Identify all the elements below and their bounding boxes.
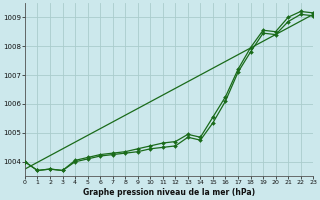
X-axis label: Graphe pression niveau de la mer (hPa): Graphe pression niveau de la mer (hPa) [83, 188, 255, 197]
